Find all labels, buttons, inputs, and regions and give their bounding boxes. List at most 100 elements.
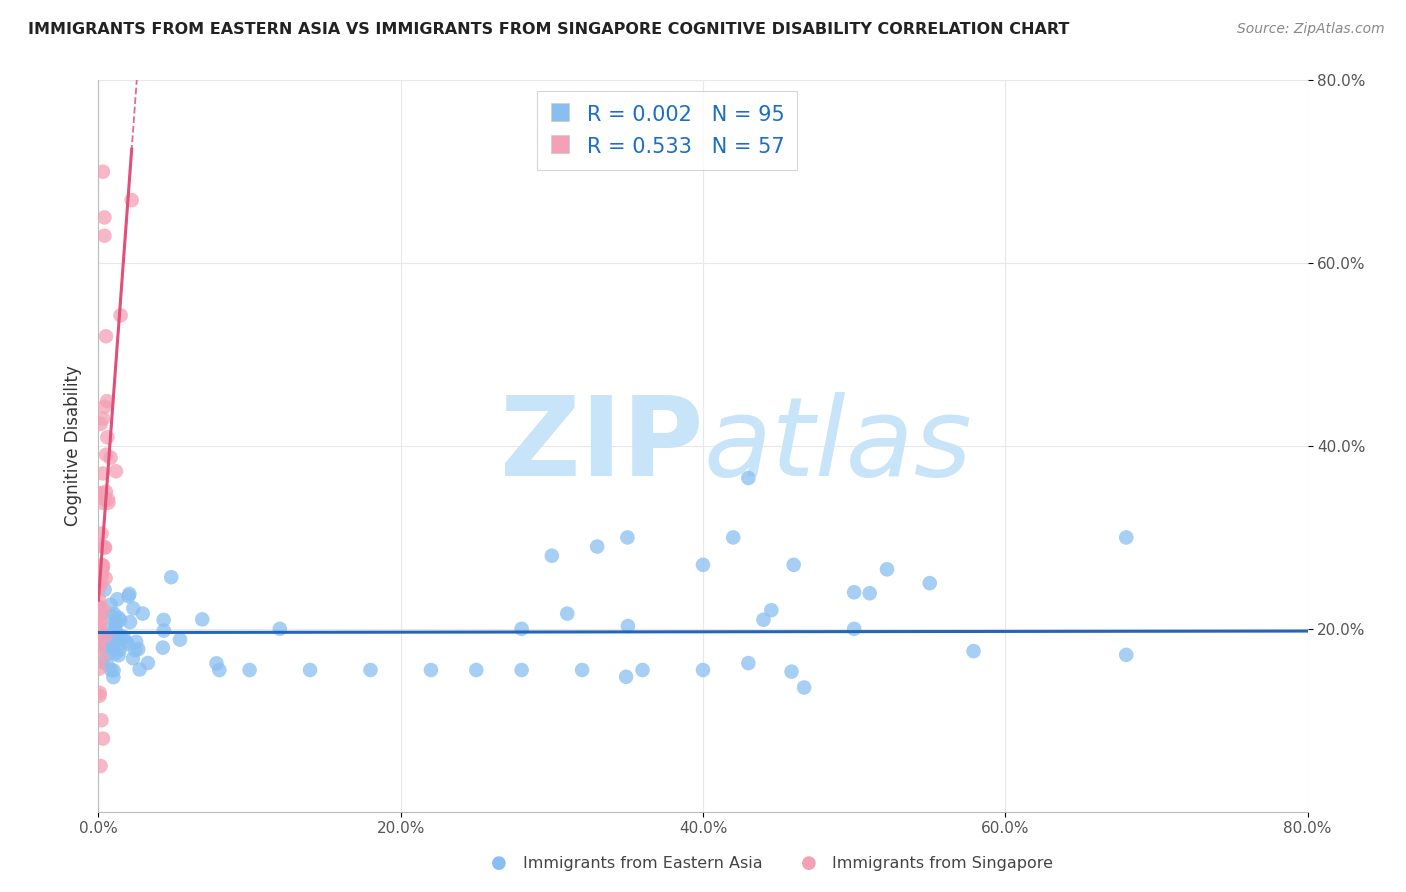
- Point: [100, 609, 122, 624]
- Point: [783, 558, 806, 572]
- Point: [112, 630, 135, 644]
- Point: [104, 647, 127, 661]
- Point: [859, 586, 882, 600]
- Point: [127, 642, 149, 657]
- Point: [104, 464, 127, 478]
- Point: [90, 566, 112, 581]
- Point: [555, 607, 578, 621]
- Point: [100, 598, 122, 612]
- Point: [110, 309, 132, 323]
- Y-axis label: Cognitive Disability: Cognitive Disability: [63, 366, 82, 526]
- Text: IMMIGRANTS FROM EASTERN ASIA VS IMMIGRANTS FROM SINGAPORE COGNITIVE DISABILITY C: IMMIGRANTS FROM EASTERN ASIA VS IMMIGRAN…: [28, 22, 1070, 37]
- Point: [299, 663, 322, 677]
- Point: [104, 623, 127, 637]
- Point: [91, 602, 114, 616]
- Point: [90, 526, 112, 541]
- Point: [97, 496, 120, 510]
- Point: [96, 629, 118, 643]
- Point: [152, 640, 174, 655]
- Point: [94, 629, 117, 643]
- Point: [420, 663, 443, 677]
- Point: [103, 670, 125, 684]
- Point: [586, 540, 609, 554]
- Point: [122, 651, 145, 665]
- Point: [107, 648, 129, 663]
- Point: [90, 486, 112, 500]
- Point: [97, 492, 120, 507]
- Point: [510, 663, 533, 677]
- Point: [100, 450, 122, 465]
- Point: [105, 615, 128, 629]
- Point: [89, 689, 111, 703]
- Point: [89, 619, 111, 633]
- Point: [93, 228, 115, 243]
- Point: [90, 561, 112, 575]
- Point: [540, 549, 562, 563]
- Point: [103, 664, 125, 678]
- Point: [844, 585, 866, 599]
- Point: [98, 632, 121, 646]
- Text: atlas: atlas: [703, 392, 972, 500]
- Point: [737, 656, 759, 670]
- Point: [96, 430, 118, 444]
- Point: [89, 640, 111, 655]
- Point: [107, 611, 129, 625]
- Point: [122, 601, 145, 615]
- Point: [160, 570, 183, 584]
- Point: [90, 558, 112, 573]
- Point: [737, 471, 759, 485]
- Point: [91, 731, 114, 746]
- Point: [89, 662, 111, 676]
- Point: [89, 635, 111, 649]
- Point: [90, 650, 112, 665]
- Text: ●: ●: [800, 855, 817, 872]
- Point: [269, 622, 291, 636]
- Point: [94, 484, 117, 499]
- Point: [87, 600, 110, 615]
- Point: [117, 589, 139, 603]
- Point: [90, 417, 112, 431]
- Point: [962, 644, 984, 658]
- Point: [752, 613, 775, 627]
- Text: Source: ZipAtlas.com: Source: ZipAtlas.com: [1237, 22, 1385, 37]
- Point: [94, 637, 117, 651]
- Point: [96, 394, 118, 409]
- Point: [571, 663, 593, 677]
- Point: [616, 530, 638, 544]
- Point: [631, 663, 654, 677]
- Point: [91, 562, 114, 576]
- Point: [125, 635, 148, 649]
- Point: [93, 491, 115, 506]
- Text: ●: ●: [491, 855, 508, 872]
- Point: [89, 600, 111, 615]
- Point: [87, 562, 110, 576]
- Point: [780, 665, 803, 679]
- Point: [617, 619, 640, 633]
- Point: [169, 632, 191, 647]
- Point: [108, 643, 131, 657]
- Point: [91, 655, 114, 669]
- Point: [191, 612, 214, 626]
- Point: [94, 541, 117, 555]
- Point: [89, 686, 111, 700]
- Point: [510, 622, 533, 636]
- Point: [87, 634, 110, 648]
- Point: [87, 567, 110, 582]
- Point: [91, 558, 114, 573]
- Point: [89, 486, 111, 500]
- Point: [153, 624, 176, 638]
- Point: [114, 634, 136, 648]
- Point: [128, 663, 150, 677]
- Point: [118, 615, 141, 629]
- Point: [91, 411, 114, 425]
- Point: [118, 587, 141, 601]
- Point: [205, 657, 228, 671]
- Point: [132, 607, 155, 621]
- Point: [1115, 530, 1137, 544]
- Point: [90, 714, 112, 728]
- Point: [121, 193, 143, 207]
- Point: [844, 622, 866, 636]
- Point: [91, 164, 114, 178]
- Point: [90, 613, 112, 627]
- Point: [87, 578, 110, 592]
